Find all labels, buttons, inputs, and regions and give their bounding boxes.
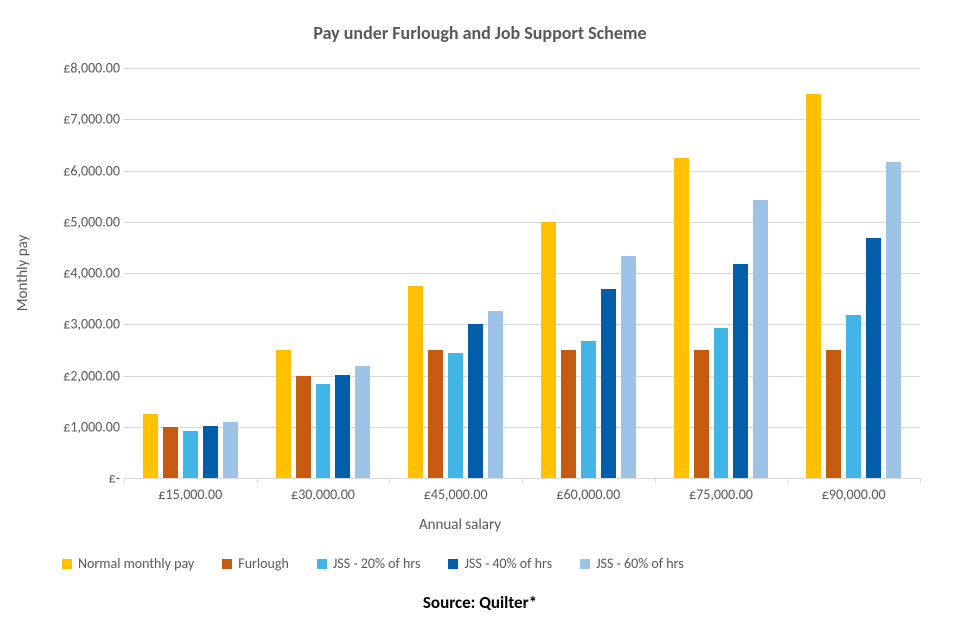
legend-swatch [222,559,232,569]
x-tick-label: £45,000.00 [424,486,488,503]
bar [581,341,596,478]
chart-title: Pay under Furlough and Job Support Schem… [0,22,960,44]
legend-label: JSS - 20% of hrs [333,555,421,572]
bar [335,375,350,478]
bar [694,350,709,478]
legend-label: JSS - 60% of hrs [596,555,684,572]
legend-item: Normal monthly pay [62,554,194,572]
gridline [124,171,920,172]
legend-label: Normal monthly pay [78,555,194,572]
gridline [124,222,920,223]
gridline [124,376,920,377]
bar [468,324,483,478]
legend-label: JSS - 40% of hrs [464,555,552,572]
x-axis-label: Annual salary [62,516,858,534]
legend-item: JSS - 20% of hrs [317,554,421,572]
bar [561,350,576,478]
plot-outer: £15,000.00£30,000.00£45,000.00£60,000.00… [62,68,920,478]
x-tick-mark [257,478,258,483]
legend: Normal monthly pay Furlough JSS - 20% of h… [62,554,916,572]
bar [488,311,503,478]
legend-item: Furlough [222,554,289,572]
bar [316,384,331,478]
x-tick-label: £90,000.00 [822,486,886,503]
x-tick-label: £60,000.00 [556,486,620,503]
bar [541,222,556,478]
bar [866,238,881,478]
plot-area: £15,000.00£30,000.00£45,000.00£60,000.00… [124,68,920,479]
bar [143,414,158,478]
bar [448,353,463,478]
bar [428,350,443,478]
y-tick-label: £- [62,470,124,487]
x-tick-mark [522,478,523,483]
bar [621,256,636,478]
y-tick-label: £6,000.00 [62,162,124,179]
gridline [124,324,920,325]
bar [223,422,238,478]
bar [355,366,370,478]
chart-container: Pay under Furlough and Job Support Schem… [0,0,960,631]
gridline [124,427,920,428]
x-tick-mark [920,478,921,483]
y-tick-label: £7,000.00 [62,111,124,128]
bar [408,286,423,478]
gridline [124,119,920,120]
bar [806,94,821,478]
legend-swatch [580,559,590,569]
bar [276,350,291,478]
y-axis-label: Monthly pay [14,68,34,478]
gridline [124,68,920,69]
source-line: Source: Quilter* [0,592,960,613]
y-tick-label: £2,000.00 [62,367,124,384]
legend-swatch [448,559,458,569]
x-tick-label: £30,000.00 [291,486,355,503]
legend-swatch [62,559,72,569]
bar [753,200,768,478]
y-tick-label: £4,000.00 [62,265,124,282]
bar [203,426,218,478]
bar [733,264,748,478]
bar [296,376,311,479]
legend-item: JSS - 40% of hrs [448,554,552,572]
bar [163,427,178,478]
bar [183,431,198,478]
legend-swatch [317,559,327,569]
bar [601,289,616,478]
y-tick-label: £3,000.00 [62,316,124,333]
gridline [124,273,920,274]
x-tick-label: £75,000.00 [689,486,753,503]
x-tick-mark [787,478,788,483]
bar [714,328,729,478]
bar [674,158,689,478]
legend-label: Furlough [238,555,289,572]
y-tick-label: £8,000.00 [62,60,124,77]
x-tick-mark [389,478,390,483]
legend-item: JSS - 60% of hrs [580,554,684,572]
y-tick-label: £1,000.00 [62,418,124,435]
x-tick-mark [655,478,656,483]
x-tick-mark [124,478,125,483]
bar [846,315,861,478]
x-tick-label: £15,000.00 [158,486,222,503]
y-tick-label: £5,000.00 [62,213,124,230]
bar [826,350,841,478]
bar [886,162,901,478]
